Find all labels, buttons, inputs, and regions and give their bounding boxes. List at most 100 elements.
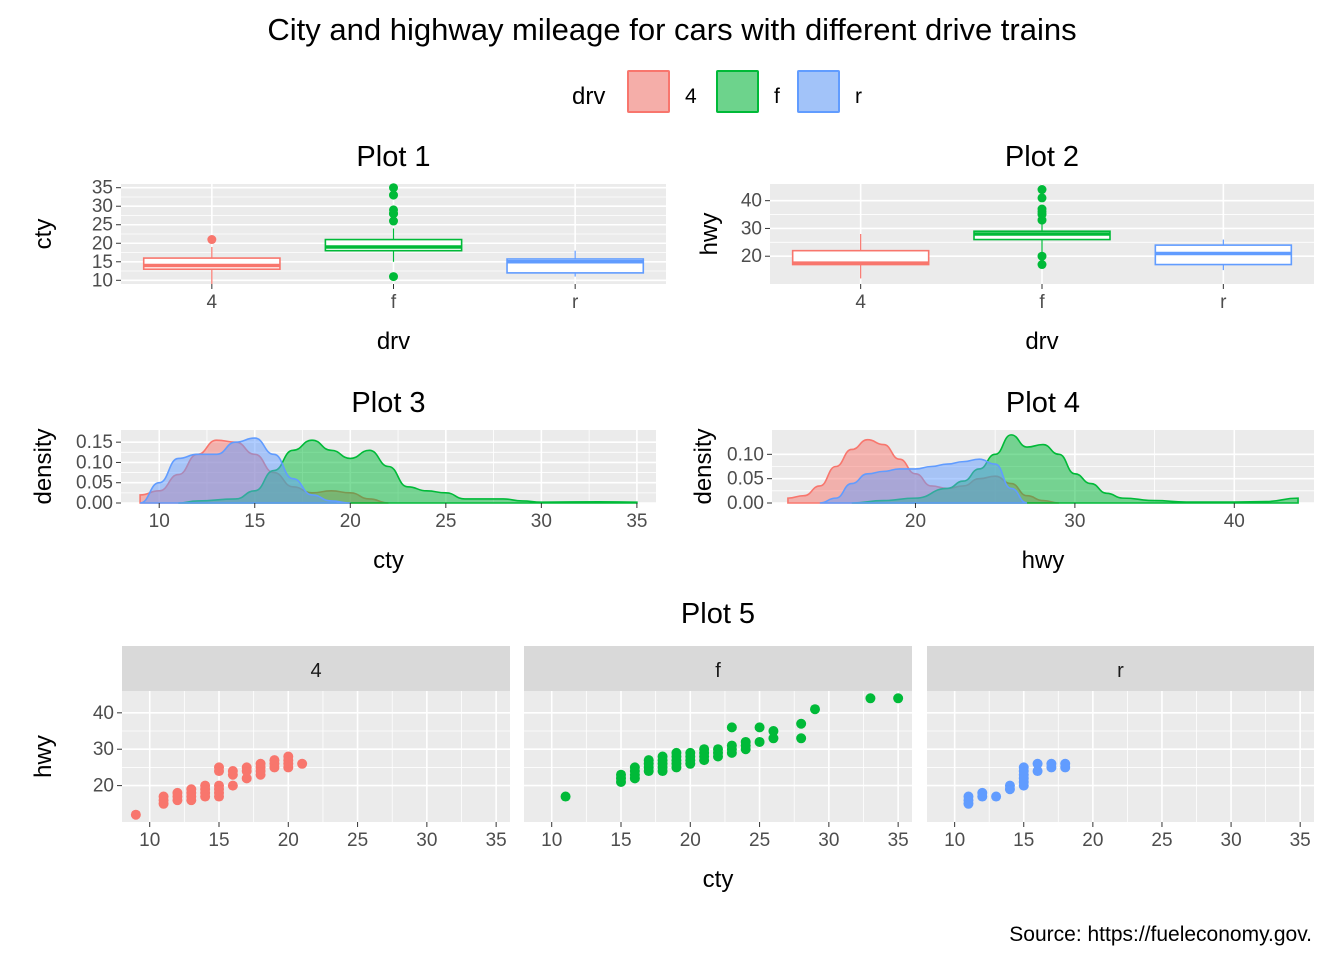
scatter-point xyxy=(865,693,876,704)
caption: Source: https://fueleconomy.gov. xyxy=(1009,923,1312,946)
y-tick-label: 20 xyxy=(741,246,762,267)
figure-title: City and highway mileage for cars with d… xyxy=(267,12,1076,47)
density-area-r xyxy=(139,437,351,504)
scatter-point xyxy=(214,780,224,791)
facet-strip xyxy=(524,646,912,691)
outlier-point xyxy=(389,205,398,215)
panel-title: Plot 2 xyxy=(1005,141,1079,173)
x-tick-label: 25 xyxy=(749,830,770,851)
box-4 xyxy=(142,235,281,284)
facet-f: f 10 15 20 25 30 35 xyxy=(524,646,912,851)
x-tick-label: r xyxy=(1220,292,1227,313)
x-tick-label: 15 xyxy=(610,830,631,851)
x-tick-label: 25 xyxy=(1151,830,1172,851)
panel-title: Plot 4 xyxy=(1006,387,1080,419)
box-4 xyxy=(791,234,930,279)
scatter-point xyxy=(1032,766,1043,777)
legend-title: drv xyxy=(572,83,605,110)
outlier-point xyxy=(1037,204,1047,214)
outlier-point xyxy=(1037,193,1047,203)
x-axis-title: cty xyxy=(703,866,734,893)
scatter-point xyxy=(241,762,252,773)
scatter-point xyxy=(726,740,737,751)
y-tick-label: 30 xyxy=(93,739,114,760)
x-tick-label: 20 xyxy=(1082,830,1103,851)
x-axis-title: cty xyxy=(373,547,404,574)
scatter-point xyxy=(616,769,626,780)
scatter-point xyxy=(283,751,294,762)
scatter-point xyxy=(643,755,654,766)
y-tick-label: 30 xyxy=(741,218,762,239)
y-tick-label: 20 xyxy=(92,233,113,254)
x-tick-label: 25 xyxy=(435,511,456,532)
scatter-point xyxy=(893,693,904,704)
panel-plot5: Plot 5 4 10 15 20 25 30 35 f 10 15 20 25 30 35 r 10 15 20 2… xyxy=(30,598,1314,893)
scatter-point xyxy=(1032,758,1043,769)
y-tick-label: 30 xyxy=(92,196,113,217)
scatter-point xyxy=(1018,762,1029,773)
legend: drv 4 f r xyxy=(572,70,862,113)
x-tick-label: 20 xyxy=(680,830,701,851)
x-tick-label: 30 xyxy=(1064,511,1085,532)
box-r xyxy=(1154,239,1293,271)
x-tick-label: 15 xyxy=(1013,830,1034,851)
y-tick-label: 0.00 xyxy=(76,493,113,514)
scatter-point xyxy=(297,758,308,769)
scatter-point xyxy=(991,791,1002,802)
x-tick-label: 20 xyxy=(340,511,361,532)
x-tick-label: 35 xyxy=(626,511,647,532)
panel-background xyxy=(927,691,1314,822)
x-tick-label: 4 xyxy=(855,292,866,313)
scatter-point xyxy=(768,733,779,744)
legend-swatch-f xyxy=(716,70,759,113)
x-tick-label: 10 xyxy=(541,830,562,851)
scatter-point xyxy=(685,747,696,758)
scatter-point xyxy=(227,766,238,777)
x-tick-label: 30 xyxy=(416,830,437,851)
outlier-point xyxy=(207,235,217,245)
panel-title: Plot 1 xyxy=(356,141,430,173)
box-r xyxy=(506,250,645,277)
x-tick-label: 35 xyxy=(486,830,507,851)
panel-plot3: Plot 3 10 15 20 25 30 35 0.000.050.100.15 cty den… xyxy=(30,387,656,574)
box-f xyxy=(324,183,463,282)
legend-label-r: r xyxy=(855,85,862,108)
outlier-point xyxy=(389,216,398,226)
facet-4: 4 10 15 20 25 30 35 xyxy=(122,646,510,851)
x-axis-title: drv xyxy=(377,328,410,355)
facet-strip-label: f xyxy=(715,660,721,682)
box-iqr xyxy=(142,257,281,270)
scatter-point xyxy=(130,809,141,820)
scatter-point xyxy=(158,791,169,802)
x-tick-label: 10 xyxy=(139,830,160,851)
y-tick-label: 40 xyxy=(741,191,762,212)
outlier-point xyxy=(1037,251,1047,261)
box-iqr xyxy=(324,238,463,252)
y-tick-label: 15 xyxy=(92,252,113,273)
y-tick-label: 35 xyxy=(92,178,113,199)
scatter-point xyxy=(629,762,640,773)
legend-keys: 4 f r xyxy=(627,70,862,113)
y-tick-label: 0.10 xyxy=(76,452,113,473)
scatter-point xyxy=(214,762,224,773)
x-tick-label: 30 xyxy=(1221,830,1242,851)
scatter-point xyxy=(241,773,252,784)
x-tick-label: f xyxy=(391,292,397,313)
x-tick-label: 15 xyxy=(244,511,265,532)
panel-plot4: Plot 4 20 30 40 0.00 0.05 0.10 hwy density xyxy=(690,387,1314,574)
facet-strip xyxy=(122,646,510,691)
x-tick-label: 10 xyxy=(944,830,965,851)
scatter-point xyxy=(1060,758,1071,769)
y-tick-label: 10 xyxy=(92,270,113,291)
scatter-point xyxy=(227,780,238,791)
y-tick-label: 40 xyxy=(93,703,114,724)
x-tick-label: 30 xyxy=(531,511,552,532)
scatter-point xyxy=(1046,758,1057,769)
scatter-point xyxy=(255,758,266,769)
scatter-point xyxy=(740,736,751,747)
scatter-point xyxy=(172,787,183,798)
y-tick-label: 0.05 xyxy=(76,473,113,494)
x-tick-label: 35 xyxy=(888,830,909,851)
